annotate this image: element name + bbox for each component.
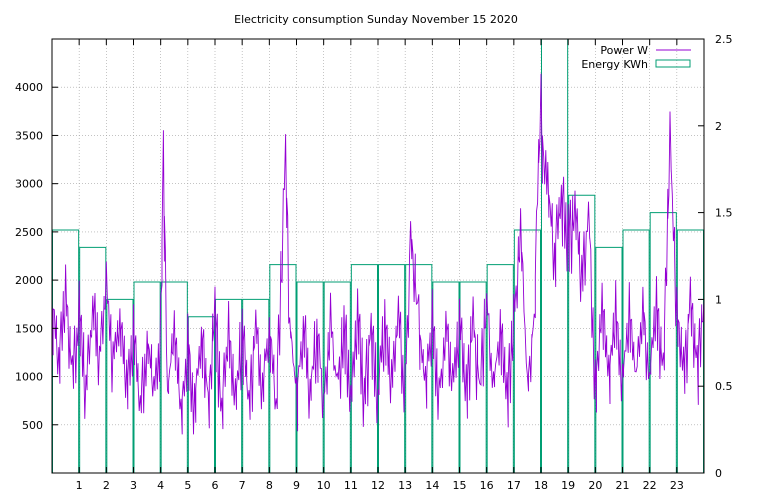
y-tick-label: 2500 (15, 226, 43, 239)
energy-bar (622, 229, 650, 473)
x-tick-label: 7 (239, 479, 246, 492)
x-tick-label: 16 (480, 479, 494, 492)
x-tick-label: 21 (616, 479, 630, 492)
x-tick-label: 10 (317, 479, 331, 492)
energy-series (52, 38, 704, 473)
energy-bar (187, 316, 215, 473)
y2-tick-label: 0 (715, 467, 722, 480)
chart-title: Electricity consumption Sunday November … (234, 13, 518, 26)
x-tick-label: 23 (670, 479, 684, 492)
x-tick-label: 5 (184, 479, 191, 492)
energy-bar (350, 264, 378, 473)
y2-tick-label: 2 (715, 120, 722, 133)
y2-tick-label: 1 (715, 293, 722, 306)
energy-bar (215, 298, 243, 473)
y-tick-label: 1000 (15, 371, 43, 384)
y2-tick-label: 2.5 (715, 33, 733, 46)
x-tick-label: 3 (130, 479, 137, 492)
energy-bar (133, 281, 161, 473)
power-series (51, 73, 705, 435)
x-tick-label: 12 (371, 479, 385, 492)
energy-bar (79, 246, 107, 473)
y-tick-label: 3000 (15, 178, 43, 191)
y2-tick-label: 1.5 (715, 207, 733, 220)
x-tick-label: 17 (507, 479, 521, 492)
x-tick-label: 11 (344, 479, 358, 492)
energy-bar (568, 194, 596, 473)
energy-bar (649, 212, 677, 473)
axis-ticks: 1 2 3 4 5 6 7 8 9 10 11 12 13 14 15 16 17 18 19 20 21 22 23500… (15, 33, 733, 492)
energy-bar (269, 264, 297, 473)
x-tick-label: 22 (643, 479, 657, 492)
x-tick-label: 2 (103, 479, 110, 492)
legend-energy-swatch (655, 59, 691, 68)
energy-bar (296, 281, 324, 473)
energy-bar (242, 298, 270, 473)
energy-bar (106, 298, 134, 473)
x-tick-label: 8 (266, 479, 273, 492)
energy-bar (323, 281, 351, 473)
energy-bar (595, 246, 623, 473)
x-tick-label: 20 (588, 479, 602, 492)
x-tick-label: 9 (293, 479, 300, 492)
energy-bar (486, 264, 514, 473)
legend: Power W Energy KWh (581, 44, 691, 71)
y-tick-label: 500 (22, 419, 43, 432)
x-tick-label: 6 (212, 479, 219, 492)
y-tick-label: 1500 (15, 322, 43, 335)
power-line (51, 73, 705, 435)
y-tick-label: 4000 (15, 81, 43, 94)
y-tick-label: 2000 (15, 274, 43, 287)
energy-bar (459, 281, 487, 473)
energy-bar (405, 264, 433, 473)
legend-energy-label: Energy KWh (581, 58, 648, 71)
x-tick-label: 13 (398, 479, 412, 492)
x-tick-label: 4 (157, 479, 164, 492)
x-tick-label: 14 (425, 479, 439, 492)
x-tick-label: 19 (561, 479, 575, 492)
x-tick-label: 1 (76, 479, 83, 492)
x-tick-label: 18 (534, 479, 548, 492)
legend-power-label: Power W (600, 44, 648, 57)
energy-bar (432, 281, 460, 473)
energy-bar (513, 229, 541, 473)
y-tick-label: 3500 (15, 129, 43, 142)
x-tick-label: 15 (453, 479, 467, 492)
y2-tick-label: 0.5 (715, 380, 733, 393)
